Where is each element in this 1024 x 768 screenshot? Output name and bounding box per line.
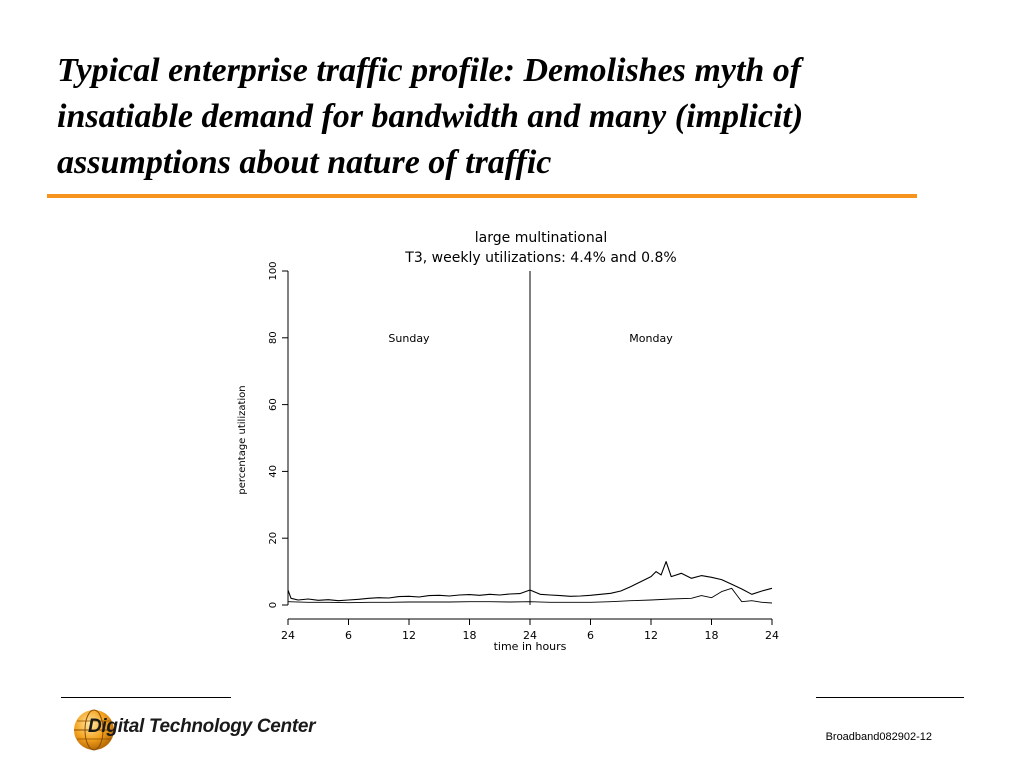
footer-rule-left <box>61 697 231 698</box>
x-tick-label-5: 6 <box>587 629 594 642</box>
x-tick-label-6: 12 <box>644 629 658 642</box>
y-tick-label-1: 20 <box>268 532 279 545</box>
footer-rule-right <box>816 697 964 698</box>
slide-title-line-1: Typical enterprise traffic profile: Demo… <box>57 52 802 89</box>
x-tick-label-1: 6 <box>345 629 352 642</box>
title-underline <box>47 194 917 198</box>
slide-id: Broadband082902-12 <box>825 731 932 743</box>
y-tick-label-4: 80 <box>268 331 279 344</box>
slide-title-line-2: insatiable demand for bandwidth and many… <box>57 98 804 135</box>
x-axis-label: time in hours <box>494 640 567 653</box>
y-tick-label-0: 0 <box>268 602 279 608</box>
x-tick-label-3: 18 <box>463 629 477 642</box>
chart-title-line-2: T3, weekly utilizations: 4.4% and 0.8% <box>405 250 677 266</box>
annotation-monday: Monday <box>629 332 673 345</box>
slide-title: Typical enterprise traffic profile: Demo… <box>57 48 957 186</box>
series-line-1 <box>287 561 773 602</box>
annotation-sunday: Sunday <box>388 332 430 345</box>
x-tick-label-2: 12 <box>402 629 416 642</box>
x-tick-label-8: 24 <box>765 629 779 642</box>
y-tick-label-2: 40 <box>268 465 279 478</box>
x-tick-label-7: 18 <box>705 629 719 642</box>
y-tick-label-5: 100 <box>268 261 279 280</box>
slide-title-line-3: assumptions about nature of traffic <box>57 144 552 181</box>
x-tick-label-0: 24 <box>281 629 295 642</box>
x-tick-label-4: 24 <box>523 629 537 642</box>
y-tick-label-3: 60 <box>268 398 279 411</box>
logo-text: Digital Technology Center <box>88 716 316 737</box>
y-axis-label: percentage utilization <box>237 385 248 494</box>
dtc-globe-logo-icon <box>74 709 114 751</box>
series-line-2 <box>287 587 773 604</box>
chart-title-line-1: large multinational <box>474 230 608 246</box>
